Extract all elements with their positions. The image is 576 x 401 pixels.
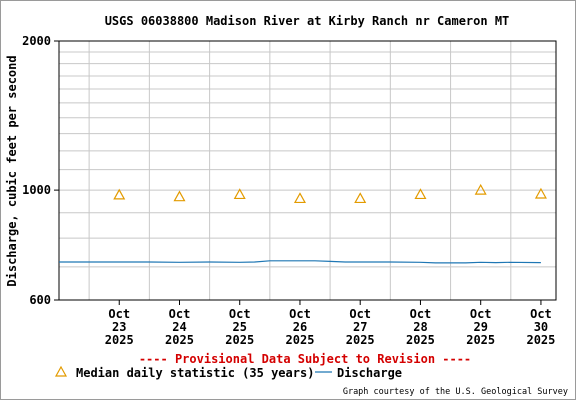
x-tick-label: 29	[473, 320, 487, 334]
y-tick-label: 600	[29, 293, 51, 307]
x-tick-label: Oct	[349, 307, 371, 321]
x-tick-label: 27	[353, 320, 367, 334]
median-marker	[474, 183, 487, 195]
grid-lines	[59, 41, 556, 300]
legend: Median daily statistic (35 years) Discha…	[54, 365, 402, 380]
x-tick-label: Oct	[410, 307, 432, 321]
x-tick-label: 2025	[286, 333, 315, 347]
legend-discharge-label: Discharge	[337, 366, 402, 380]
x-tick-label: 2025	[346, 333, 375, 347]
x-tick-label: 25	[233, 320, 247, 334]
y-tick-label: 2000	[22, 34, 51, 48]
x-tick-label: 24	[172, 320, 186, 334]
discharge-series	[59, 260, 541, 264]
x-tick-label: 30	[534, 320, 548, 334]
x-tick-label: Oct	[229, 307, 251, 321]
y-axis-label: Discharge, cubic feet per second	[5, 55, 19, 286]
x-tick-label: 2025	[105, 333, 134, 347]
x-tick-label: Oct	[108, 307, 130, 321]
plot-area-border	[58, 40, 557, 301]
y-axis-ticks: 2000 1000 600	[22, 34, 59, 307]
x-tick-label: 2025	[406, 333, 435, 347]
x-tick-label: 28	[413, 320, 427, 334]
median-series	[113, 183, 547, 204]
x-tick-label: 2025	[526, 333, 555, 347]
x-tick-label: 2025	[466, 333, 495, 347]
discharge-line	[59, 260, 541, 264]
x-tick-label: Oct	[530, 307, 552, 321]
x-tick-label: 2025	[225, 333, 254, 347]
median-marker	[414, 188, 427, 200]
x-tick-label: Oct	[169, 307, 191, 321]
median-marker	[173, 190, 186, 202]
x-tick-label: 2025	[165, 333, 194, 347]
x-tick-label: Oct	[289, 307, 311, 321]
y-tick-label: 1000	[22, 183, 51, 197]
x-axis-ticks: Oct232025Oct242025Oct252025Oct262025Oct2…	[105, 300, 555, 347]
provisional-notice: ---- Provisional Data Subject to Revisio…	[139, 352, 471, 366]
median-marker	[354, 192, 367, 204]
chart-title: USGS 06038800 Madison River at Kirby Ran…	[105, 14, 510, 28]
median-marker	[534, 187, 547, 199]
legend-median-label: Median daily statistic (35 years)	[76, 366, 314, 380]
graph-credit: Graph courtesy of the U.S. Geological Su…	[343, 387, 568, 397]
median-marker	[233, 188, 246, 200]
x-tick-label: 26	[293, 320, 307, 334]
median-marker	[293, 192, 306, 204]
x-tick-label: 23	[112, 320, 126, 334]
x-tick-label: Oct	[470, 307, 492, 321]
median-marker	[113, 188, 126, 200]
legend-median-marker	[54, 365, 68, 377]
